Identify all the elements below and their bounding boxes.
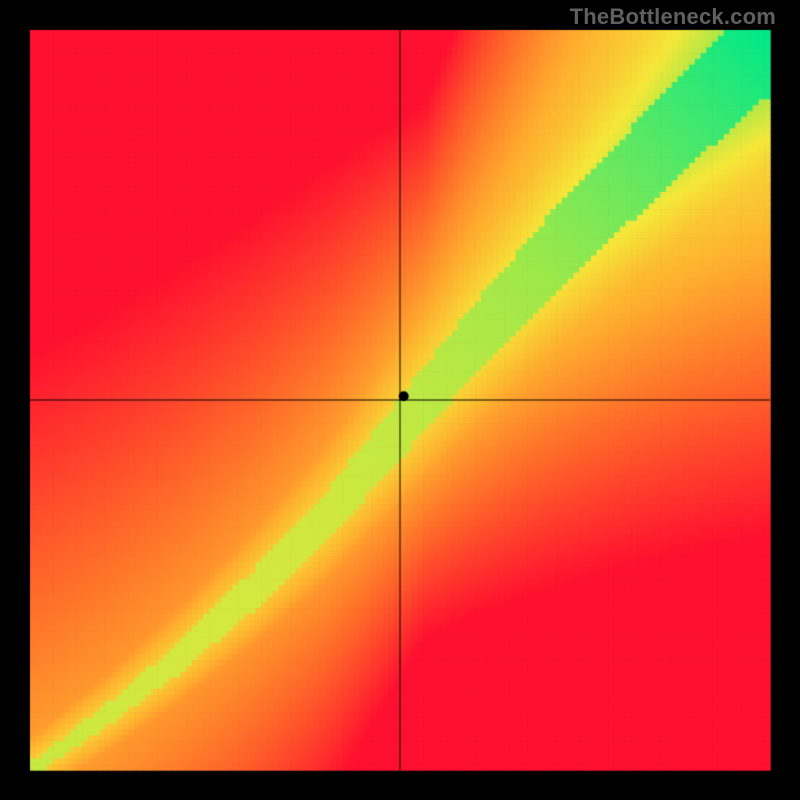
watermark-text: TheBottleneck.com xyxy=(570,4,776,30)
bottleneck-heatmap xyxy=(0,0,800,800)
chart-container: TheBottleneck.com xyxy=(0,0,800,800)
